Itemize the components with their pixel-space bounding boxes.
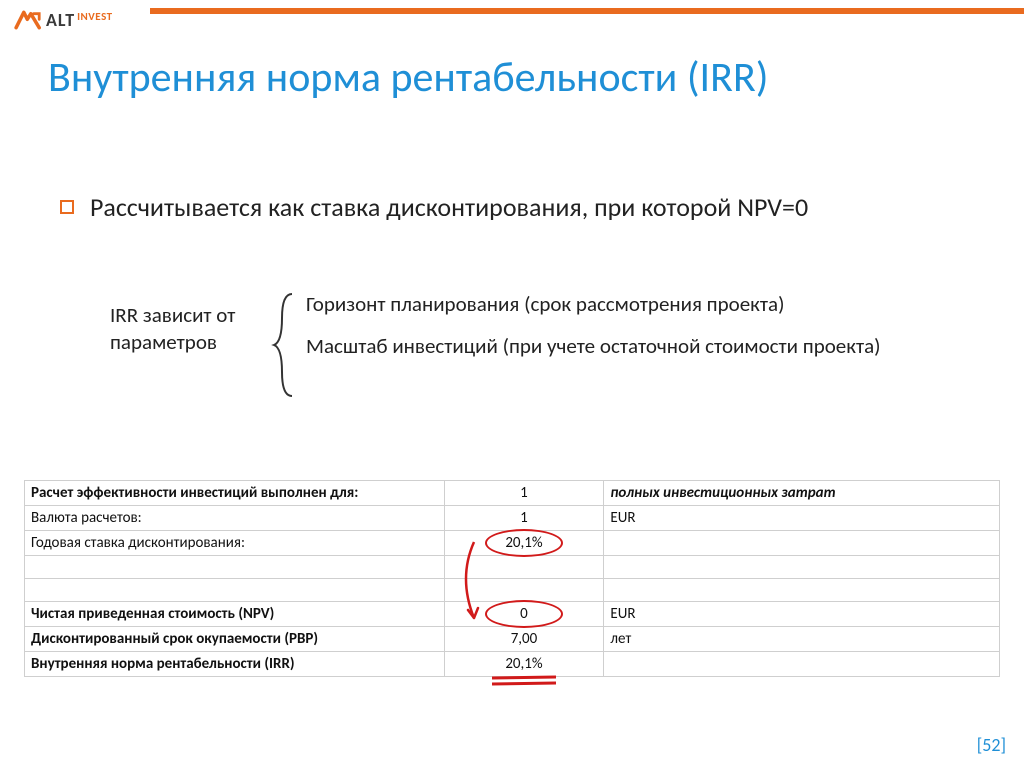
row-unit xyxy=(604,652,1000,677)
row-value: 1 xyxy=(444,481,604,506)
bullet-text: Рассчитывается как ставка дисконтировани… xyxy=(90,190,984,225)
row-value: 1 xyxy=(444,506,604,531)
row-value xyxy=(444,556,604,579)
dependency-item: Горизонт планирования (срок рассмотрения… xyxy=(306,290,881,318)
bullet-item: Рассчитывается как ставка дисконтировани… xyxy=(60,190,984,225)
row-label: Чистая приведенная стоимость (NPV) xyxy=(25,602,445,627)
dependency-label: IRR зависит от параметров xyxy=(110,290,270,357)
row-label: Годовая ставка дисконтирования: xyxy=(25,531,445,556)
brand-logo: ALT INVEST xyxy=(14,6,113,34)
row-unit xyxy=(604,579,1000,602)
table-row: Валюта расчетов:1EUR xyxy=(25,506,1000,531)
dependency-block: IRR зависит от параметров Горизонт плани… xyxy=(110,290,881,400)
table-row: Расчет эффективности инвестиций выполнен… xyxy=(25,481,1000,506)
row-label: Расчет эффективности инвестиций выполнен… xyxy=(25,481,445,506)
calc-table: Расчет эффективности инвестиций выполнен… xyxy=(24,480,1000,677)
logo-text-invest: INVEST xyxy=(77,10,112,23)
row-label: Валюта расчетов: xyxy=(25,506,445,531)
bullet-list: Рассчитывается как ставка дисконтировани… xyxy=(60,190,984,225)
curly-bracket-icon xyxy=(270,290,298,400)
row-label: Внутренняя норма рентабельности (IRR) xyxy=(25,652,445,677)
row-unit xyxy=(604,531,1000,556)
page-number: [52] xyxy=(977,734,1006,756)
row-unit: лет xyxy=(604,627,1000,652)
logo-text-alt: ALT xyxy=(46,9,75,31)
row-label xyxy=(25,556,445,579)
row-value: 20,1% xyxy=(444,652,604,677)
row-value: 7,00 xyxy=(444,627,604,652)
row-unit xyxy=(604,556,1000,579)
dependency-items: Горизонт планирования (срок рассмотрения… xyxy=(298,290,881,375)
dependency-item: Масштаб инвестиций (при учете остаточной… xyxy=(306,332,881,360)
slide-title: Внутренняя норма рентабельности (IRR) xyxy=(48,54,768,102)
row-unit: EUR xyxy=(604,602,1000,627)
table-row xyxy=(25,556,1000,579)
row-unit: полных инвестиционных затрат xyxy=(604,481,1000,506)
table-row: Годовая ставка дисконтирования:20,1% xyxy=(25,531,1000,556)
row-label: Дисконтированный срок окупаемости (PBP) xyxy=(25,627,445,652)
row-value: 20,1% xyxy=(444,531,604,556)
row-value xyxy=(444,579,604,602)
table-row: Чистая приведенная стоимость (NPV)0EUR xyxy=(25,602,1000,627)
header-accent-bar xyxy=(150,8,1024,14)
row-value: 0 xyxy=(444,602,604,627)
table-row: Внутренняя норма рентабельности (IRR)20,… xyxy=(25,652,1000,677)
row-label xyxy=(25,579,445,602)
bullet-marker-icon xyxy=(60,200,74,214)
table-row: Дисконтированный срок окупаемости (PBP)7… xyxy=(25,627,1000,652)
logo-icon xyxy=(14,9,42,31)
row-unit: EUR xyxy=(604,506,1000,531)
table-row xyxy=(25,579,1000,602)
annotation-underline-icon xyxy=(492,676,556,688)
